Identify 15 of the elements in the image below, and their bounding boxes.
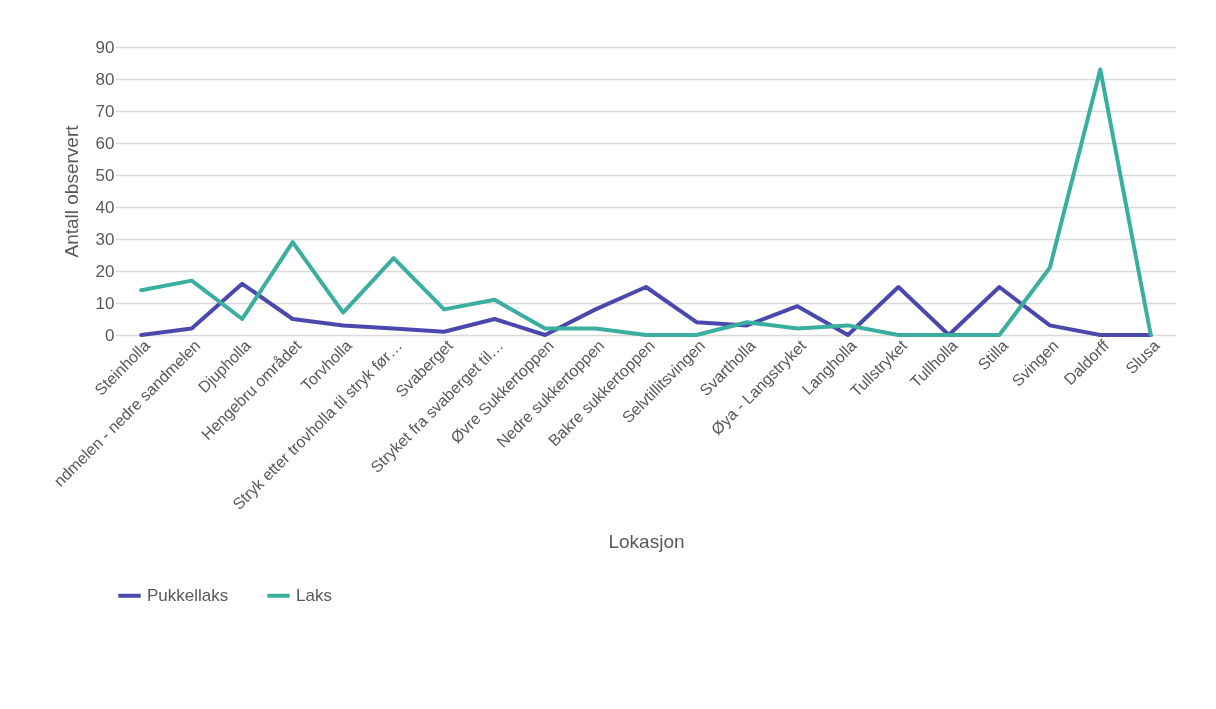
y-tick-label: 50 bbox=[95, 165, 115, 185]
legend-label: Pukkellaks bbox=[147, 585, 229, 605]
line-series bbox=[139, 67, 1153, 337]
y-tick-label: 30 bbox=[95, 229, 115, 249]
y-tick-label: 40 bbox=[95, 197, 115, 217]
x-axis-title: Lokasjon bbox=[608, 530, 685, 552]
y-tick-label: 70 bbox=[95, 101, 115, 121]
y-tick-label: 10 bbox=[95, 293, 115, 313]
y-tick-label: 0 bbox=[105, 325, 115, 345]
y-tick-label: 20 bbox=[95, 261, 115, 281]
y-tick-label: 60 bbox=[95, 133, 115, 153]
y-tick-label: 90 bbox=[95, 37, 115, 57]
y-axis-title: Antall observert bbox=[60, 124, 82, 258]
y-tick-label: 80 bbox=[95, 69, 115, 89]
legend-label: Laks bbox=[296, 585, 332, 605]
